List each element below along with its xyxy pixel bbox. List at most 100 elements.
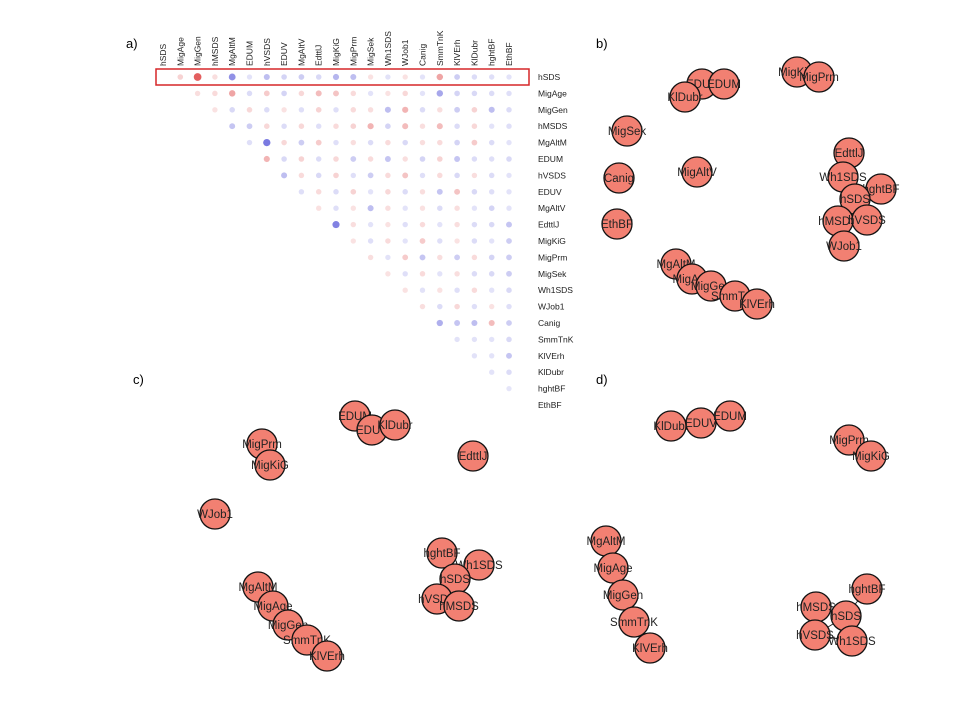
column-header: KlDubr (469, 40, 479, 66)
row-label: hghtBF (538, 384, 565, 394)
correlation-dot (437, 287, 443, 293)
correlation-dot (384, 156, 391, 162)
correlation-dot (385, 172, 391, 179)
correlation-dot (333, 156, 339, 162)
correlation-dot (281, 172, 288, 179)
correlation-dot (454, 320, 461, 326)
correlation-dot (246, 74, 253, 80)
node-label: MigPrm (799, 72, 839, 84)
correlation-dot (436, 188, 443, 195)
network-node: EDUM (713, 400, 747, 432)
node-label: KlVErh (632, 643, 668, 655)
column-header: Canig (418, 44, 428, 66)
network-node: EDUM (707, 68, 741, 100)
node-label: EDUM (707, 79, 741, 91)
correlation-dot (385, 139, 391, 146)
correlation-dot (488, 139, 495, 146)
correlation-dot (454, 271, 460, 277)
correlation-dot (402, 254, 409, 261)
node-label: KlDubr (377, 420, 412, 432)
correlation-dot (263, 73, 270, 81)
row-label: MigPrm (538, 252, 567, 262)
correlation-dot (436, 123, 443, 130)
node-circle (828, 230, 860, 262)
node-label: hMSDS (439, 601, 479, 613)
correlation-dot (489, 123, 495, 129)
node-label: MgAltM (239, 582, 278, 594)
correlation-dot (350, 156, 357, 162)
correlation-dot (437, 221, 443, 228)
correlation-dot (471, 287, 478, 293)
correlation-dot (506, 287, 512, 293)
correlation-dot (506, 303, 512, 310)
network-node: hghtBF (862, 173, 900, 205)
node-circle (741, 288, 773, 320)
node-circle (379, 409, 411, 441)
correlation-dot (350, 123, 357, 130)
correlation-dot (488, 74, 495, 80)
correlation-dot (350, 139, 357, 146)
correlation-dot (471, 156, 478, 162)
correlation-dot (212, 90, 218, 97)
correlation-dot (454, 188, 461, 195)
correlation-dot (229, 107, 235, 113)
node-circle (607, 579, 639, 611)
correlation-dot (402, 287, 408, 293)
correlation-dot (316, 205, 322, 211)
correlation-dot (333, 123, 339, 129)
node-circle (254, 449, 286, 481)
correlation-dot (263, 155, 270, 163)
correlation-dot (367, 172, 374, 179)
node-circle (708, 68, 740, 100)
network-node: MigPrm (829, 424, 869, 456)
node-label: SmmTnK (610, 617, 658, 629)
row-label: MigGen (538, 105, 568, 115)
correlation-dot (488, 319, 495, 327)
network-node: MigKiG (852, 440, 890, 472)
node-circle (851, 204, 883, 236)
correlation-dot (437, 107, 443, 113)
node-label: MigPrm (242, 439, 282, 451)
node-label: Wh1SDS (828, 636, 876, 648)
row-label: SmmTnK (538, 334, 574, 344)
node-label: hMSDS (818, 216, 858, 228)
network-node: MigGen (603, 579, 643, 611)
correlation-dot (315, 172, 322, 179)
correlation-dot (419, 139, 426, 146)
network-node: MigAge (594, 552, 633, 584)
correlation-dot (506, 352, 512, 359)
correlation-dot (367, 189, 374, 195)
node-label: MigSek (608, 126, 647, 138)
correlation-dot (419, 238, 426, 244)
network-node: MigKiG (251, 449, 289, 481)
correlation-dot (385, 74, 391, 80)
correlation-dot (333, 90, 339, 97)
correlation-dot (384, 106, 391, 113)
correlation-dot (367, 254, 374, 261)
correlation-dot (437, 172, 443, 179)
correlation-matrix: hSDS MigAge MigGen hMSDS MgAltM EDUM hVSDS EDUV… (155, 30, 574, 410)
correlation-dot (454, 221, 460, 228)
correlation-dot (506, 123, 512, 129)
network-node: hMSDS (439, 590, 479, 622)
node-circle (634, 632, 666, 664)
correlation-dot (350, 73, 357, 81)
correlation-dot (488, 189, 495, 195)
correlation-dot (385, 205, 391, 211)
correlation-dot (246, 107, 253, 113)
correlation-dot (315, 90, 322, 97)
correlation-dot (506, 139, 512, 146)
highlight-box (155, 68, 530, 86)
network-node: KlVErh (309, 640, 345, 672)
correlation-dot (506, 336, 512, 343)
correlation-dot (315, 139, 322, 146)
panel-b-letter: b) (596, 36, 608, 51)
correlation-dot (471, 172, 478, 179)
correlation-dot (454, 106, 460, 113)
node-label: Wh1SDS (455, 560, 503, 572)
correlation-dot (506, 270, 512, 277)
correlation-dot (350, 90, 357, 97)
correlation-dot (454, 238, 460, 244)
correlation-dot (471, 90, 478, 97)
